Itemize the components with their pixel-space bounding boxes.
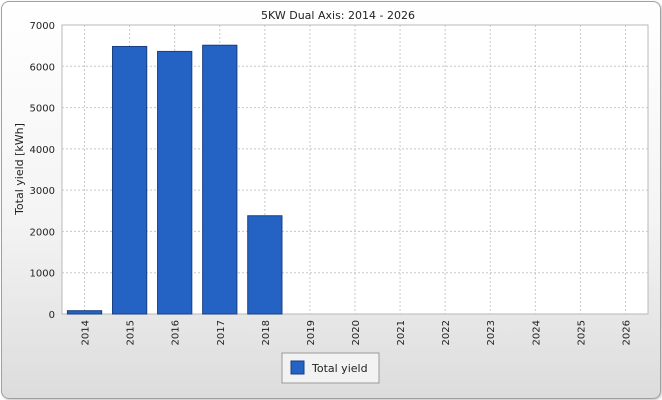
bar-2016 <box>157 50 193 315</box>
x-tick-label: 2017 <box>216 320 227 345</box>
x-tick-label: 2020 <box>351 320 362 345</box>
bar-2018 <box>247 215 283 315</box>
x-tick-label: 2019 <box>306 320 317 345</box>
legend-swatch <box>290 360 305 375</box>
x-tick-label: 2023 <box>486 320 497 345</box>
bars-group <box>66 44 283 315</box>
y-tick-label: 3000 <box>30 186 55 197</box>
legend-label: Total yield <box>311 362 368 375</box>
x-tick-label: 2026 <box>621 320 632 345</box>
y-tick-label: 0 <box>49 310 55 321</box>
y-tick-label: 4000 <box>30 145 55 156</box>
x-tick-label: 2015 <box>126 320 137 345</box>
x-tick-label: 2025 <box>576 320 587 345</box>
y-tick-label: 5000 <box>30 104 55 115</box>
y-tick-label: 7000 <box>30 21 55 32</box>
x-tick-label: 2014 <box>81 320 92 345</box>
bar-2017 <box>202 44 238 315</box>
x-tick-label: 2018 <box>261 320 272 345</box>
y-tick-label: 2000 <box>30 227 55 238</box>
y-axis-label: Total yield [kWh] <box>13 123 26 216</box>
x-tick-label: 2016 <box>171 320 182 345</box>
bar-2014 <box>66 310 103 315</box>
chart-title: 5KW Dual Axis: 2014 - 2026 <box>261 9 415 22</box>
x-tick-label: 2022 <box>441 320 452 345</box>
x-tick-label: 2021 <box>396 320 407 345</box>
y-tick-label: 1000 <box>30 269 55 280</box>
x-axis-ticks: 2014 2015 2016 2017 2018 2019 2020 2021 2022 2023… <box>81 320 633 345</box>
x-tick-label: 2024 <box>531 320 542 345</box>
legend: Total yield <box>281 352 380 384</box>
y-tick-label: 6000 <box>30 62 55 73</box>
bar-2015 <box>111 45 148 315</box>
y-axis-ticks: 0 1000 2000 3000 4000 5000 6000 7000 <box>30 21 55 321</box>
